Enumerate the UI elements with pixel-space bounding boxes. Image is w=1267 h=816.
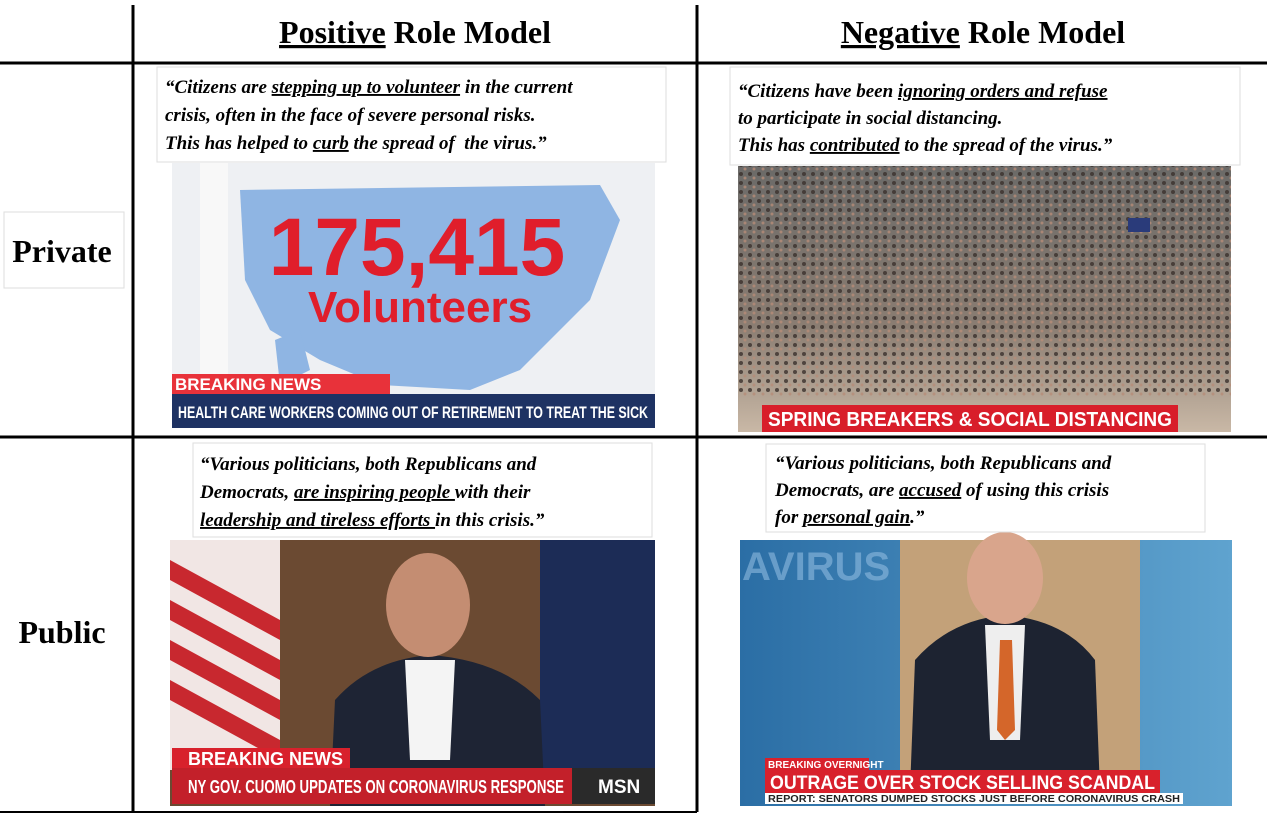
underlined-segment: personal gain (801, 507, 910, 528)
quote-line: “Various politicians, both Republicans a… (200, 454, 537, 475)
overlay-ticker: HEALTH CARE WORKERS COMING OUT OF RETIRE… (178, 403, 649, 422)
quote-line: crisis, often in the face of severe pers… (165, 105, 535, 126)
overlay-backdrop: AVIRUS (742, 545, 890, 589)
quote-line: Democrats, are accused of using this cri… (774, 480, 1109, 501)
quote-line: leadership and tireless efforts in this … (200, 510, 545, 531)
text-segment: This has helped to (165, 133, 313, 154)
underlined-segment: contributed (810, 135, 900, 156)
quote-line: “Various politicians, both Republicans a… (775, 453, 1112, 474)
quote-line: “Citizens are stepping up to volunteer i… (165, 77, 573, 98)
text-segment: the spread of the virus.” (349, 133, 547, 154)
quote-line: for personal gain.” (775, 507, 925, 528)
image-volunteers: 175,415 Volunteers BREAKING NEWS HEALTH … (172, 163, 655, 428)
text-segment: crisis, often in the face of severe pers… (165, 105, 535, 126)
text-segment: “Citizens have been (738, 81, 898, 102)
underlined-segment: are inspiring people (294, 482, 455, 503)
quote-line: Democrats, are inspiring people with the… (199, 482, 531, 503)
text-segment: “Citizens are (165, 77, 272, 98)
underlined-segment: Negative (841, 14, 960, 50)
quote-line: This has helped to curb the spread of th… (165, 133, 547, 154)
image-senator: AVIRUS BREAKING OVERNIGHT OUTRAGE OVER S… (740, 532, 1232, 806)
row-header: Private (12, 233, 112, 269)
underlined-segment: stepping up to volunteer (271, 77, 461, 98)
quote-box (192, 442, 653, 538)
overlay-badge: BREAKING NEWS (175, 375, 321, 394)
text-segment: “Various politicians, both Republicans a… (775, 453, 1112, 474)
overlay-ticker: SPRING BREAKERS & SOCIAL DISTANCING (768, 409, 1172, 431)
text-segment: in this crisis.” (435, 510, 545, 531)
text-segment: Democrats, (199, 482, 294, 503)
text-segment: Democrats, are (774, 480, 899, 501)
text-segment: in the current (460, 77, 573, 98)
column-header: Positive Role Model (279, 14, 551, 50)
image-cuomo: BREAKING NEWS NY GOV. CUOMO UPDATES ON C… (170, 540, 655, 806)
image-beach: SPRING BREAKERS & SOCIAL DISTANCING (738, 166, 1231, 432)
underlined-segment: Positive (279, 14, 386, 50)
text-layer: Positive Role Model Negative Role ModelPr… (12, 14, 1241, 650)
overlay-number: 175,415 (269, 202, 565, 293)
quote-line: to participate in social distancing. (738, 108, 1002, 129)
quote-box (765, 443, 1206, 533)
text-segment: .” (910, 507, 925, 528)
text-segment: with their (455, 482, 531, 503)
overlay-word: Volunteers (308, 283, 532, 332)
underlined-segment: curb (313, 133, 349, 154)
column-header: Negative Role Model (841, 14, 1125, 50)
underlined-segment: ignoring orders and refuse (898, 81, 1108, 102)
quote-line: “Citizens have been ignoring orders and … (738, 81, 1108, 102)
overlay-ticker: OUTRAGE OVER STOCK SELLING SCANDAL (770, 773, 1155, 794)
overlay-badge: BREAKING OVERNIGHT (768, 760, 884, 771)
quote-box (156, 66, 667, 163)
text-segment: for (775, 507, 803, 528)
underlined-segment: accused (899, 480, 962, 501)
quote-box (729, 66, 1241, 166)
overlay-subticker: REPORT: SENATORS DUMPED STOCKS JUST BEFO… (768, 794, 1180, 805)
text-segment: Role Model (960, 14, 1125, 50)
row-header: Public (18, 614, 105, 650)
text-segment: of using this crisis (961, 480, 1109, 501)
text-segment: Role Model (386, 14, 551, 50)
overlay-badge: BREAKING NEWS (188, 749, 343, 769)
text-segment: “Various politicians, both Republicans a… (200, 454, 537, 475)
underlined-segment: leadership and tireless efforts (200, 510, 435, 531)
text-segment: This has (738, 135, 810, 156)
overlay-logo: MSN (598, 777, 640, 798)
text-segment: to the spread of the virus.” (900, 135, 1113, 156)
text-segment: to participate in social distancing. (738, 108, 1002, 129)
quote-line: This has contributed to the spread of th… (738, 135, 1113, 156)
row-box (3, 211, 125, 289)
overlay-ticker: NY GOV. CUOMO UPDATES ON CORONAVIRUS RES… (188, 777, 564, 797)
